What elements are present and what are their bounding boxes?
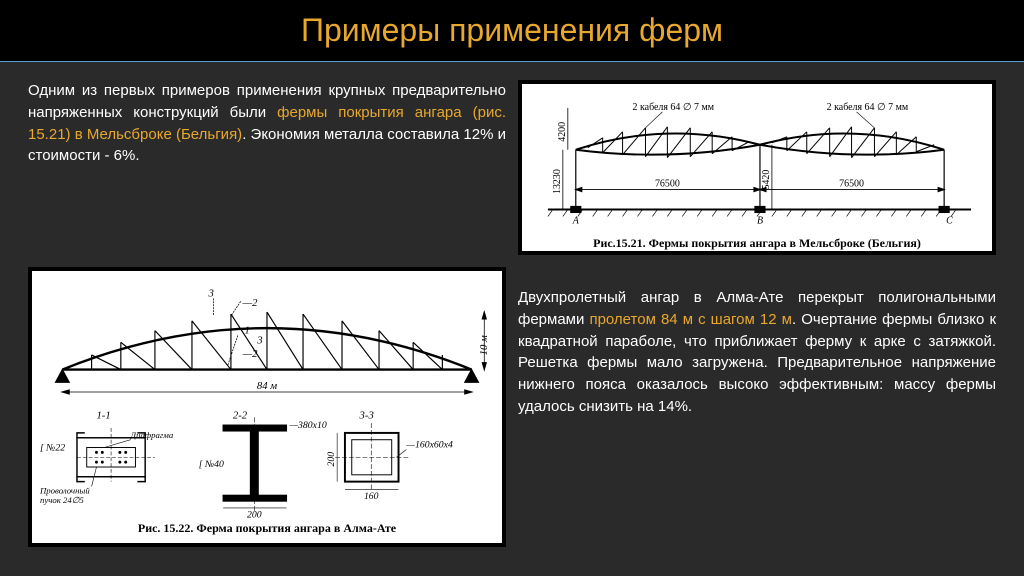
svg-text:76500: 76500 [655, 179, 680, 190]
svg-text:200: 200 [326, 452, 337, 467]
svg-text:160: 160 [364, 491, 379, 502]
svg-text:4200: 4200 [557, 122, 568, 142]
figure-15-22-caption: Рис. 15.22. Ферма покрытия ангара в Алма… [38, 521, 496, 536]
svg-text:3: 3 [208, 287, 214, 299]
svg-text:A: A [572, 215, 580, 226]
svg-text:76500: 76500 [839, 179, 864, 190]
svg-text:2 кабеля 64 ∅ 7 мм: 2 кабеля 64 ∅ 7 мм [827, 102, 909, 113]
svg-text:13230: 13230 [552, 169, 563, 194]
svg-text:2 кабеля 64 ∅ 7 мм: 2 кабеля 64 ∅ 7 мм [633, 102, 715, 113]
svg-text:10 м: 10 м [478, 335, 490, 355]
svg-text:—2: —2 [242, 348, 259, 360]
figure-15-21: 76500 76500 13230 4200 5420 2 кабеля 64 … [518, 80, 996, 255]
figure-15-22: 3 —2 1 3 —2 84 м 10 [28, 267, 506, 547]
svg-text:3-3: 3-3 [359, 409, 374, 421]
svg-text:1: 1 [245, 325, 250, 337]
paragraph-2: Двухпролетный ангар в Алма-Ате перекрыт … [518, 267, 996, 547]
svg-text:B: B [757, 215, 763, 226]
svg-text:Диафрагма: Диафрагма [130, 430, 174, 440]
svg-text:—160x60x4: —160x60x4 [405, 440, 453, 451]
svg-text:5420: 5420 [761, 170, 772, 190]
hangar-almaata-diagram: 3 —2 1 3 —2 84 м 10 [38, 277, 496, 519]
svg-text:2-2: 2-2 [233, 409, 248, 421]
svg-text:3: 3 [256, 334, 262, 346]
svg-text:1-1: 1-1 [96, 409, 110, 421]
page-title: Примеры применения ферм [0, 12, 1024, 49]
svg-text:пучок 24∅5: пучок 24∅5 [40, 495, 84, 505]
svg-text:84 м: 84 м [257, 380, 277, 392]
svg-text:Проволочный: Проволочный [39, 485, 90, 495]
svg-text:—2: —2 [242, 297, 259, 309]
svg-text:[ №40: [ №40 [199, 459, 224, 470]
figure-15-21-caption: Рис.15.21. Фермы покрытия ангара в Мельс… [528, 236, 986, 251]
svg-text:—380x10: —380x10 [288, 420, 326, 431]
svg-text:C: C [946, 215, 953, 226]
svg-text:[ №22: [ №22 [40, 442, 65, 453]
hangar-melbroek-diagram: 76500 76500 13230 4200 5420 2 кабеля 64 … [528, 90, 986, 234]
para2-highlight: пролетом 84 м с шагом 12 м [589, 311, 792, 328]
svg-text:200: 200 [247, 510, 262, 519]
paragraph-1: Одним из первых примеров применения круп… [28, 80, 506, 255]
